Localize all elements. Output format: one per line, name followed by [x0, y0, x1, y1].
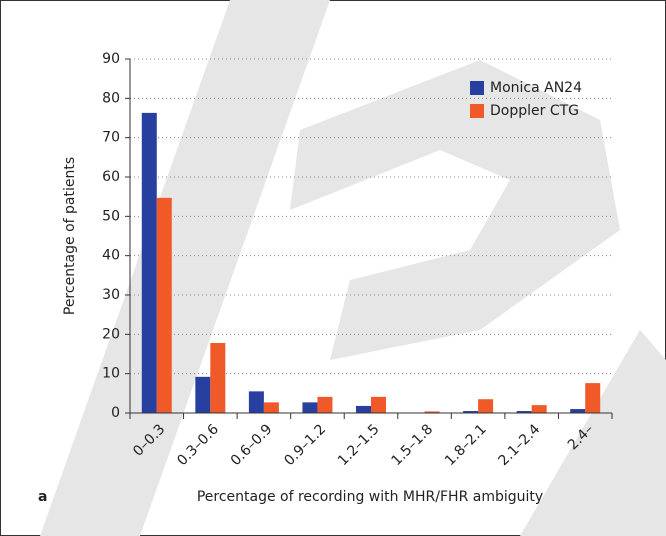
bar: [478, 399, 494, 413]
bar: [371, 396, 386, 413]
y-tick-label: 30: [102, 287, 120, 303]
bar: [463, 411, 479, 413]
legend-label: Monica AN24: [490, 80, 582, 96]
y-axis-label: Percentage of patients: [62, 157, 78, 315]
y-tick-label: 10: [102, 366, 120, 382]
watermark: [40, 0, 666, 536]
legend-swatch: [470, 104, 484, 118]
bar: [570, 409, 586, 413]
y-tick-label: 90: [102, 51, 120, 67]
legend-swatch: [470, 81, 484, 95]
legend-label: Doppler CTG: [490, 103, 579, 119]
bar: [585, 383, 601, 413]
panel-label: a: [38, 489, 47, 505]
y-tick-label: 70: [102, 130, 120, 146]
bar: [248, 391, 264, 413]
bar: [210, 342, 226, 413]
bar: [317, 396, 333, 413]
bar: [156, 197, 172, 413]
y-tick-label: 60: [102, 169, 120, 185]
y-tick-label: 80: [102, 90, 120, 106]
bar: [195, 376, 211, 413]
y-tick-label: 40: [102, 248, 120, 264]
y-tick-label: 0: [111, 405, 120, 421]
bar: [141, 112, 157, 414]
y-tick-label: 20: [102, 326, 120, 342]
x-axis-label: Percentage of recording with MHR/FHR amb…: [197, 489, 543, 505]
bar: [424, 411, 440, 413]
bar: [302, 402, 318, 413]
y-tick-label: 50: [102, 208, 120, 224]
bar: [263, 402, 279, 413]
bar: [531, 405, 547, 413]
bar: [516, 411, 532, 413]
bar: [356, 405, 371, 413]
